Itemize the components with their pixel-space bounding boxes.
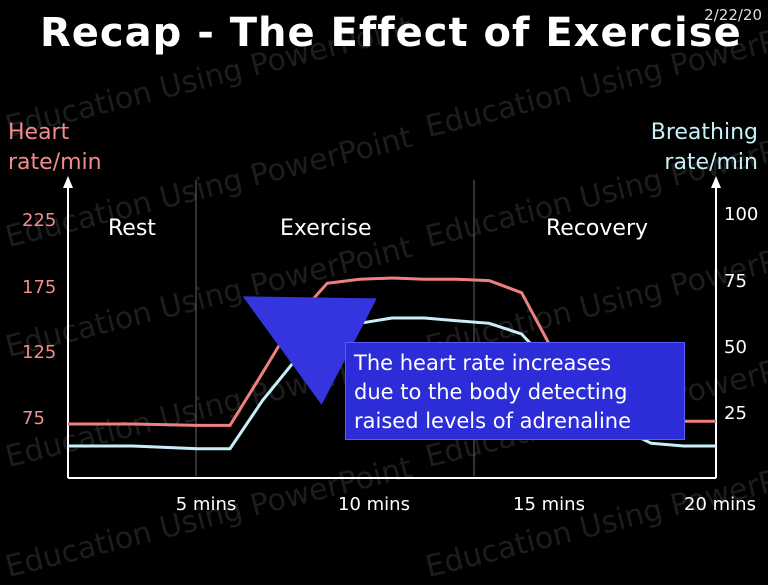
right-tick-label: 100 [724, 204, 759, 225]
right-axis-arrow [711, 176, 721, 188]
left-axis-arrow [63, 176, 73, 188]
callout-line: due to the body detecting [354, 380, 628, 404]
right-axis-title-line: Breathing [650, 120, 758, 145]
phase-label-exercise: Exercise [280, 216, 372, 241]
left-tick-label: 175 [22, 277, 57, 298]
x-tick-label: 10 mins [338, 494, 410, 515]
left-axis-title-line: rate/min [8, 150, 102, 175]
annotation-callout: The heart rate increases due to the body… [345, 342, 685, 440]
left-tick-label: 225 [22, 210, 57, 231]
callout-line: raised levels of adrenaline [354, 409, 632, 433]
right-axis-title: Breathing rate/min [651, 118, 758, 178]
slide-title: Recap - The Effect of Exercise [40, 10, 742, 56]
right-tick-label: 25 [724, 403, 747, 424]
callout-line: The heart rate increases [354, 351, 612, 375]
slide-date: 2/22/20 [704, 6, 762, 24]
x-tick-label: 5 mins [175, 494, 237, 515]
left-tick-label: 125 [22, 342, 57, 363]
phase-label-recovery: Recovery [546, 216, 649, 241]
left-axis-title: Heart rate/min [8, 118, 102, 178]
x-tick-label: 15 mins [513, 494, 585, 515]
callout-arrow [242, 296, 377, 405]
right-axis-title-line: rate/min [664, 150, 758, 175]
right-tick-label: 75 [724, 271, 747, 292]
x-tick-label: 20 mins [684, 494, 756, 515]
left-tick-label: 75 [22, 408, 45, 429]
right-tick-label: 50 [724, 337, 747, 358]
left-axis-title-line: Heart [8, 120, 70, 145]
phase-label-rest: Rest [108, 216, 156, 241]
